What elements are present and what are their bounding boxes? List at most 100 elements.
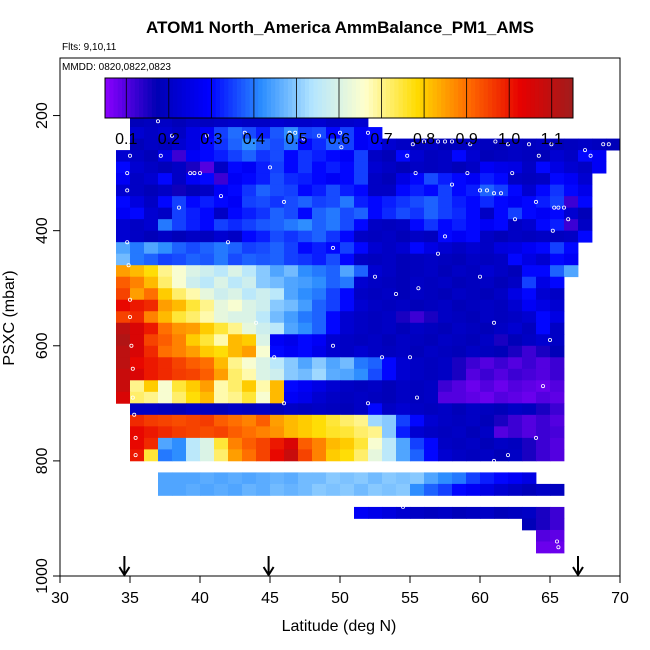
heatmap-cell [172, 345, 187, 358]
heatmap-cell [522, 161, 537, 174]
heatmap-cell [466, 150, 481, 162]
colorbar-segment [266, 78, 272, 118]
heatmap-cell [536, 230, 551, 243]
heatmap-cell [396, 391, 411, 404]
heatmap-cell [144, 288, 159, 301]
heatmap-cell [172, 253, 187, 266]
colorbar-segment [236, 78, 242, 118]
heatmap-cell [186, 207, 201, 220]
colorbar-segment [466, 78, 472, 118]
colorbar-segment [202, 78, 208, 118]
heatmap-cell [382, 380, 397, 393]
heatmap-cell [396, 403, 411, 416]
heatmap-cell [536, 426, 551, 439]
heatmap-cell [256, 391, 271, 404]
heatmap-cell [326, 334, 341, 347]
heatmap-cell [550, 334, 565, 347]
heatmap-cell [592, 161, 607, 174]
heatmap-cell [326, 322, 341, 335]
heatmap-cell [508, 230, 523, 243]
heatmap-cell [522, 242, 537, 255]
heatmap-cell [410, 334, 425, 347]
heatmap-cell [452, 437, 467, 450]
heatmap-cell [172, 357, 187, 370]
flights-note: Flts: 9,10,11 [62, 42, 117, 53]
heatmap-cell [256, 184, 271, 197]
heatmap-cell [284, 207, 299, 220]
heatmap-cell [130, 322, 145, 335]
heatmap-cell [200, 345, 215, 358]
heatmap-cell [578, 138, 593, 151]
heatmap-cell [410, 391, 425, 404]
heatmap-cell [186, 391, 201, 404]
heatmap-cell [508, 437, 523, 450]
heatmap-cell [340, 230, 355, 243]
heatmap-cell [438, 173, 453, 186]
heatmap-cell [256, 403, 271, 416]
heatmap-cell [536, 196, 551, 209]
heatmap-cell [396, 506, 411, 519]
heatmap-cell [452, 426, 467, 439]
heatmap-cell [158, 127, 173, 139]
x-tick-label: 50 [331, 590, 349, 607]
heatmap-cell [186, 414, 201, 427]
heatmap-cell [438, 311, 453, 324]
heatmap-cell [410, 276, 425, 289]
heatmap-cell [438, 414, 453, 427]
heatmap-cell [214, 161, 229, 174]
heatmap-cell [298, 173, 313, 186]
heatmap-cell [494, 357, 509, 370]
sample-point [566, 217, 571, 222]
heatmap-cell [382, 483, 397, 496]
heatmap-cell [144, 414, 159, 427]
heatmap-cell [480, 253, 495, 266]
heatmap-cell [424, 322, 439, 335]
heatmap-cell [270, 414, 285, 427]
heatmap-cell [340, 173, 355, 186]
heatmap-cell [200, 472, 215, 485]
heatmap-cell [550, 265, 565, 278]
heatmap-cell [186, 219, 201, 232]
heatmap-cell [396, 196, 411, 209]
heatmap-cell [480, 449, 495, 462]
heatmap-cell [326, 472, 341, 485]
heatmap-cell [158, 138, 173, 151]
heatmap-cell [424, 506, 439, 519]
heatmap-cell [466, 173, 481, 186]
sample-point [601, 142, 606, 147]
colorbar-segment [287, 78, 293, 118]
heatmap-cell [228, 242, 243, 255]
heatmap-cell [550, 138, 565, 151]
heatmap-cell [214, 288, 229, 301]
heatmap-cell [536, 518, 551, 531]
heatmap-cell [354, 299, 369, 312]
colorbar-segment [364, 78, 370, 118]
heatmap-cell [452, 265, 467, 278]
heatmap-cell [480, 173, 495, 186]
heatmap-cell [564, 219, 579, 232]
heatmap-cell [508, 426, 523, 439]
heatmap-cell [270, 299, 285, 312]
heatmap-cell [158, 414, 173, 427]
heatmap-cell [256, 299, 271, 312]
heatmap-cell [158, 173, 173, 186]
heatmap-cell [130, 161, 145, 174]
heatmap-cell [396, 449, 411, 462]
heatmap-cell [284, 150, 299, 162]
marker-arrow-head [262, 566, 275, 577]
heatmap-cell [298, 437, 313, 450]
heatmap-cell [494, 242, 509, 255]
x-tick-label: 30 [51, 590, 69, 607]
heatmap-cell [536, 345, 551, 358]
heatmap-cell [396, 207, 411, 220]
y-tick-label: 200 [34, 102, 51, 129]
heatmap-cell [158, 207, 173, 220]
heatmap-cell [536, 449, 551, 462]
heatmap-cell [340, 184, 355, 197]
heatmap-cell [452, 138, 467, 151]
colorbar-segment [113, 78, 119, 118]
heatmap-cell [452, 334, 467, 347]
heatmap-cell [382, 449, 397, 462]
heatmap-cell [494, 380, 509, 393]
heatmap-cell [116, 150, 131, 162]
